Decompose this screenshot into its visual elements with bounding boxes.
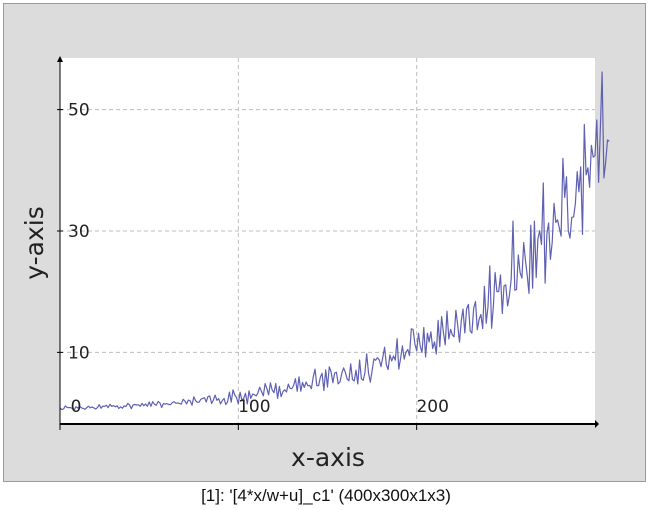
- x-tick-label: 100: [238, 397, 270, 417]
- y-axis-label: y-axis: [20, 206, 49, 279]
- y-axis-arrow: [57, 56, 63, 62]
- x-tick-label: 0: [71, 397, 82, 417]
- series-layer: [59, 71, 610, 411]
- image-caption: [1]: '[4*x/w+u]_c1' (400x300x1x3): [201, 486, 451, 505]
- grid-lines: [60, 58, 595, 424]
- series-line: [59, 71, 610, 411]
- x-axis-label: x-axis: [291, 443, 365, 472]
- axes: [57, 56, 599, 430]
- x-axis-arrow: [595, 420, 599, 428]
- x-tick-label: 200: [416, 397, 448, 417]
- tick-labels: 0 100 200 10 30 50: [68, 101, 449, 417]
- y-tick-label: 50: [68, 101, 90, 121]
- plot-area: [60, 58, 595, 424]
- y-tick-label: 30: [68, 222, 90, 242]
- y-tick-label: 10: [68, 343, 90, 363]
